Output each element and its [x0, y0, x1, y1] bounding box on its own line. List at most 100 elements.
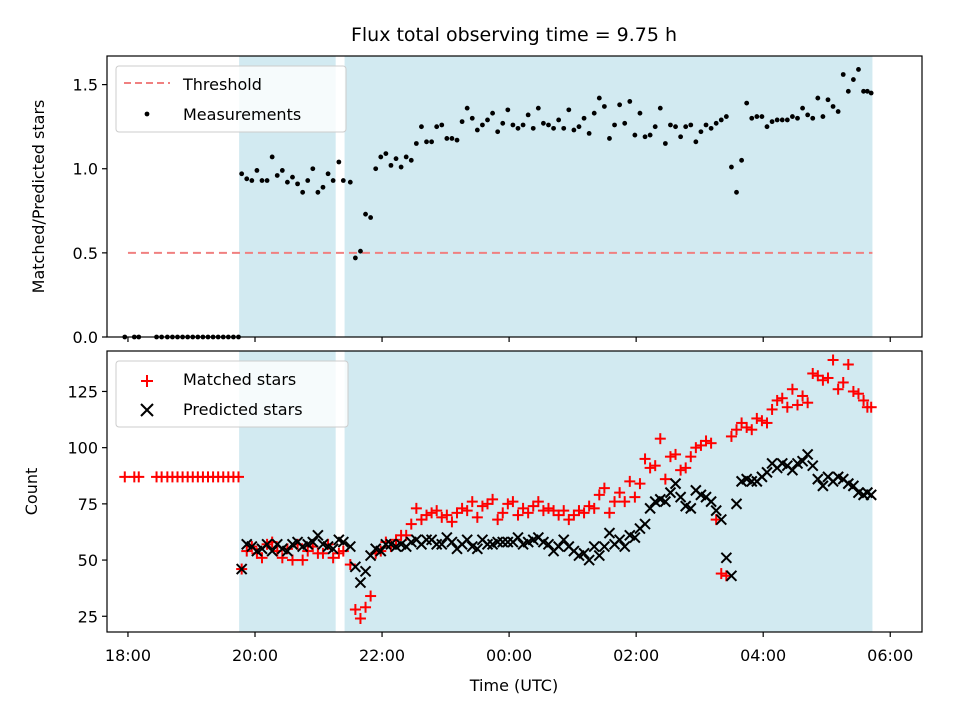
- measurement-point: [571, 127, 577, 133]
- measurement-point: [510, 122, 516, 128]
- measurement-point: [586, 131, 592, 136]
- top-legend: Threshold Measurements: [115, 65, 347, 133]
- measurement-point: [815, 95, 821, 101]
- measurement-point: [515, 125, 521, 131]
- measurement-point: [810, 115, 816, 121]
- measurement-point: [259, 178, 265, 183]
- matched-star-point: [690, 442, 702, 454]
- matched-star-point: [761, 417, 773, 429]
- matched-star-point: [502, 498, 514, 510]
- measurement-point: [419, 124, 424, 130]
- measurement-point: [325, 171, 331, 177]
- predicted-star-point: [436, 538, 448, 551]
- predicted-star-point: [720, 552, 733, 564]
- matched-star-point: [664, 451, 676, 463]
- measurement-point: [279, 168, 285, 173]
- predicted-star-point: [588, 540, 600, 553]
- measurement-point: [413, 141, 419, 146]
- measurement-point: [300, 189, 306, 195]
- measurement-point: [708, 125, 714, 131]
- predicted-star-point: [364, 549, 377, 562]
- top-panel: 0.0 0.5 1.0 1.5 Matched/Predicted stars Thr…: [29, 55, 923, 347]
- predicted-star-point: [497, 536, 509, 548]
- matched-star-point: [614, 487, 626, 499]
- predicted-star-point: [786, 464, 799, 476]
- matched-star-point: [842, 358, 854, 370]
- matched-star-point: [609, 496, 621, 508]
- matched-star-point: [832, 383, 844, 395]
- measurement-point: [239, 171, 245, 177]
- matched-star-point: [802, 397, 814, 409]
- measurement-point: [607, 136, 612, 141]
- predicted-star-point: [380, 538, 392, 551]
- measurement-point: [703, 122, 709, 128]
- matched-star-point: [659, 473, 671, 485]
- y-tick-label: 75: [78, 495, 98, 514]
- predicted-star-point: [337, 536, 350, 548]
- measurement-point: [347, 179, 353, 185]
- predicted-star-point: [558, 534, 570, 546]
- matched-star-point: [715, 568, 727, 580]
- measurement-point: [668, 122, 673, 128]
- predicted-star-point: [375, 545, 387, 557]
- measurement-point: [505, 107, 511, 113]
- matched-star-point: [720, 570, 732, 582]
- x-axis-label: Time (UTC): [469, 676, 558, 695]
- matched-star-point: [858, 394, 870, 406]
- predicted-star-point: [613, 534, 626, 546]
- measurement-point: [723, 114, 729, 119]
- measurement-point: [295, 181, 300, 187]
- measurement-point: [805, 112, 811, 118]
- measurement-point: [739, 157, 744, 163]
- predicted-star-point: [327, 543, 339, 555]
- measurement-point: [790, 114, 795, 119]
- matched-star-point: [822, 372, 834, 384]
- y-tick-label: 100: [67, 439, 98, 458]
- measurement-point: [840, 72, 846, 77]
- measurement-point: [749, 115, 755, 121]
- measurement-point: [713, 120, 719, 126]
- matched-star-point: [771, 394, 783, 406]
- matched-star-point: [741, 421, 753, 433]
- matched-star-point: [466, 496, 478, 508]
- x-tick-label: 00:00: [486, 646, 532, 665]
- matched-star-point: [847, 385, 859, 397]
- measurement-point: [525, 112, 531, 118]
- legend-matched-swatch: [141, 375, 153, 387]
- predicted-star-point: [710, 504, 722, 517]
- measurement-point: [495, 129, 501, 135]
- matched-star-point: [573, 505, 585, 517]
- matched-star-point: [781, 401, 793, 413]
- matched-star-point: [456, 502, 468, 514]
- matched-star-point: [700, 435, 712, 447]
- predicted-star-point: [639, 518, 651, 530]
- measurement-point: [632, 132, 638, 138]
- matched-star-point: [256, 552, 268, 564]
- measurement-point: [861, 88, 866, 94]
- measurement-point: [652, 124, 658, 130]
- predicted-star-point: [812, 473, 824, 485]
- predicted-star-point: [235, 563, 248, 575]
- matched-star-point: [578, 507, 590, 519]
- matched-star-point: [593, 489, 605, 501]
- x-tick-label: 18:00: [105, 646, 151, 665]
- measurement-point: [434, 124, 440, 130]
- measurement-point: [352, 255, 358, 261]
- predicted-star-point: [603, 527, 616, 539]
- bottom-axes-frame: [106, 350, 923, 633]
- predicted-star-point: [669, 477, 682, 490]
- measurement-point: [424, 139, 429, 145]
- predicted-star-point: [461, 534, 473, 546]
- predicted-star-point: [598, 540, 611, 553]
- measurement-point: [490, 110, 495, 116]
- predicted-star-point: [725, 570, 738, 582]
- matched-star-point: [766, 403, 778, 415]
- matched-star-point: [756, 415, 768, 427]
- measurement-point: [662, 141, 668, 146]
- predicted-star-point: [359, 565, 372, 578]
- predicted-star-point: [629, 531, 641, 544]
- measurement-point: [774, 117, 780, 123]
- matched-star-point: [276, 552, 288, 564]
- measurement-point: [693, 139, 699, 145]
- predicted-star-point: [446, 536, 458, 548]
